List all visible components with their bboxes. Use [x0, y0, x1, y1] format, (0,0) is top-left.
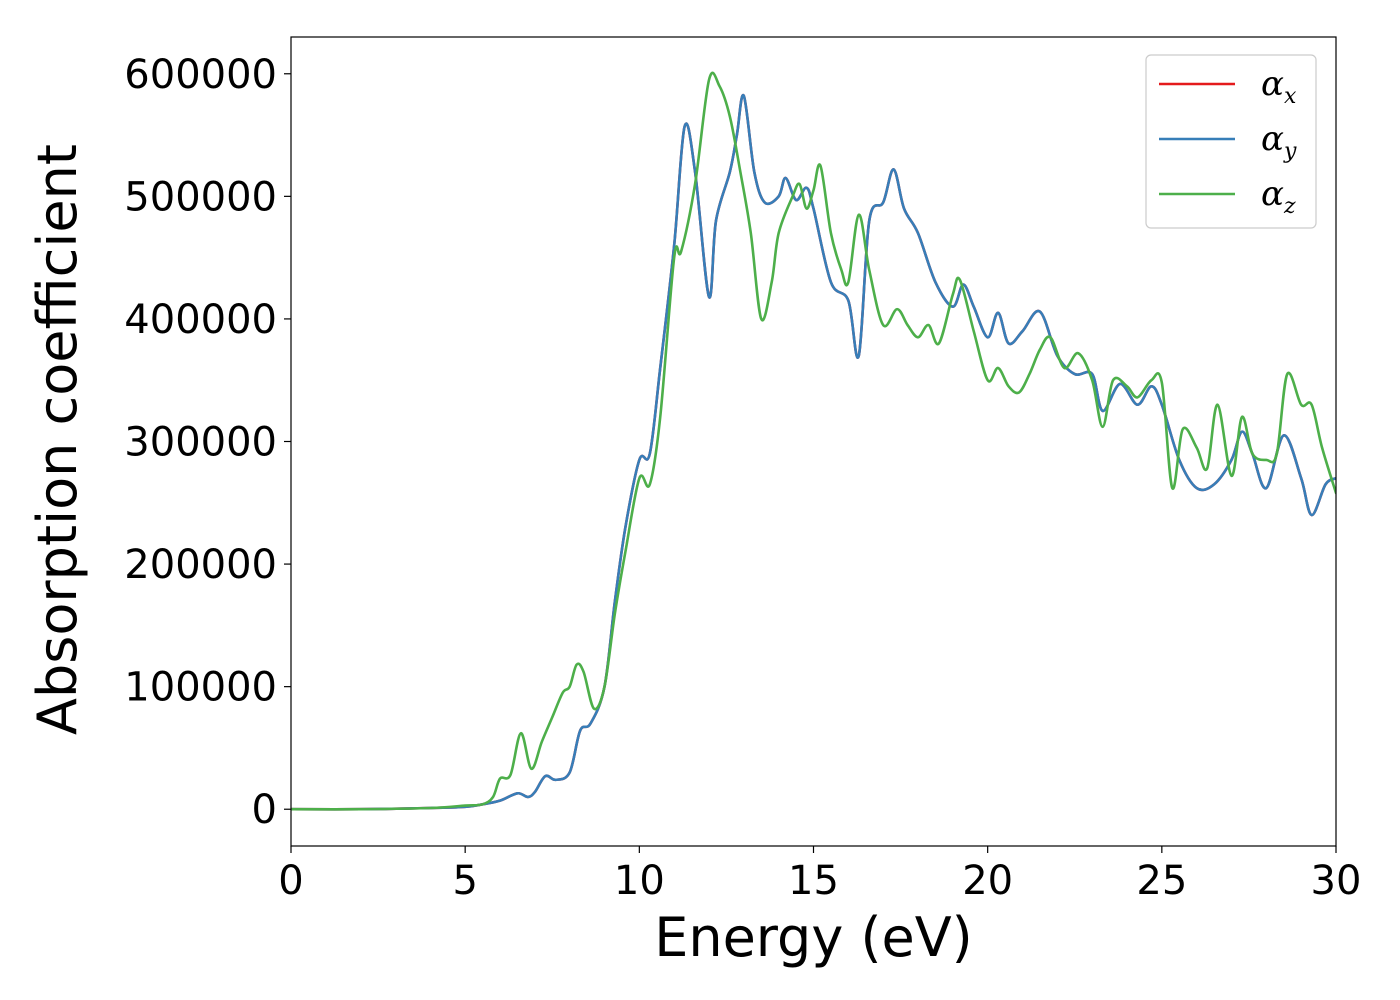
y-tick-label: 600000: [124, 52, 277, 98]
y-tick-label: 300000: [124, 420, 277, 466]
y-tick-label: 500000: [124, 174, 277, 220]
y-tick-label: 400000: [124, 297, 277, 343]
x-tick-label: 0: [278, 858, 303, 904]
x-axis: 0 5 10 15 20 25 30: [278, 846, 1361, 904]
series-line-y: [291, 93, 1336, 811]
x-tick-label: 10: [614, 858, 665, 904]
y-tick-label: 200000: [124, 542, 277, 588]
y-axis-title: Absorption coefficient: [26, 144, 89, 735]
legend-box: [1145, 54, 1317, 229]
x-tick-label: 20: [962, 858, 1013, 904]
x-tick-label: 5: [452, 858, 477, 904]
x-tick-label: 15: [788, 858, 839, 904]
y-axis: 0 100000 200000 300000 400000 500000 600000: [124, 52, 291, 833]
legend-label-y: αy: [1261, 119, 1297, 164]
legend: αx αy αz: [1145, 54, 1317, 229]
x-axis-title: Energy (eV): [654, 906, 973, 969]
y-tick-label: 0: [252, 787, 277, 833]
y-tick-label: 100000: [124, 665, 277, 711]
series-line-z: [291, 71, 1336, 811]
series-layer: [291, 71, 1336, 811]
x-tick-label: 25: [1136, 858, 1187, 904]
legend-label-z: αz: [1261, 174, 1296, 219]
x-tick-label: 30: [1311, 858, 1362, 904]
legend-label-x: αx: [1261, 64, 1297, 109]
